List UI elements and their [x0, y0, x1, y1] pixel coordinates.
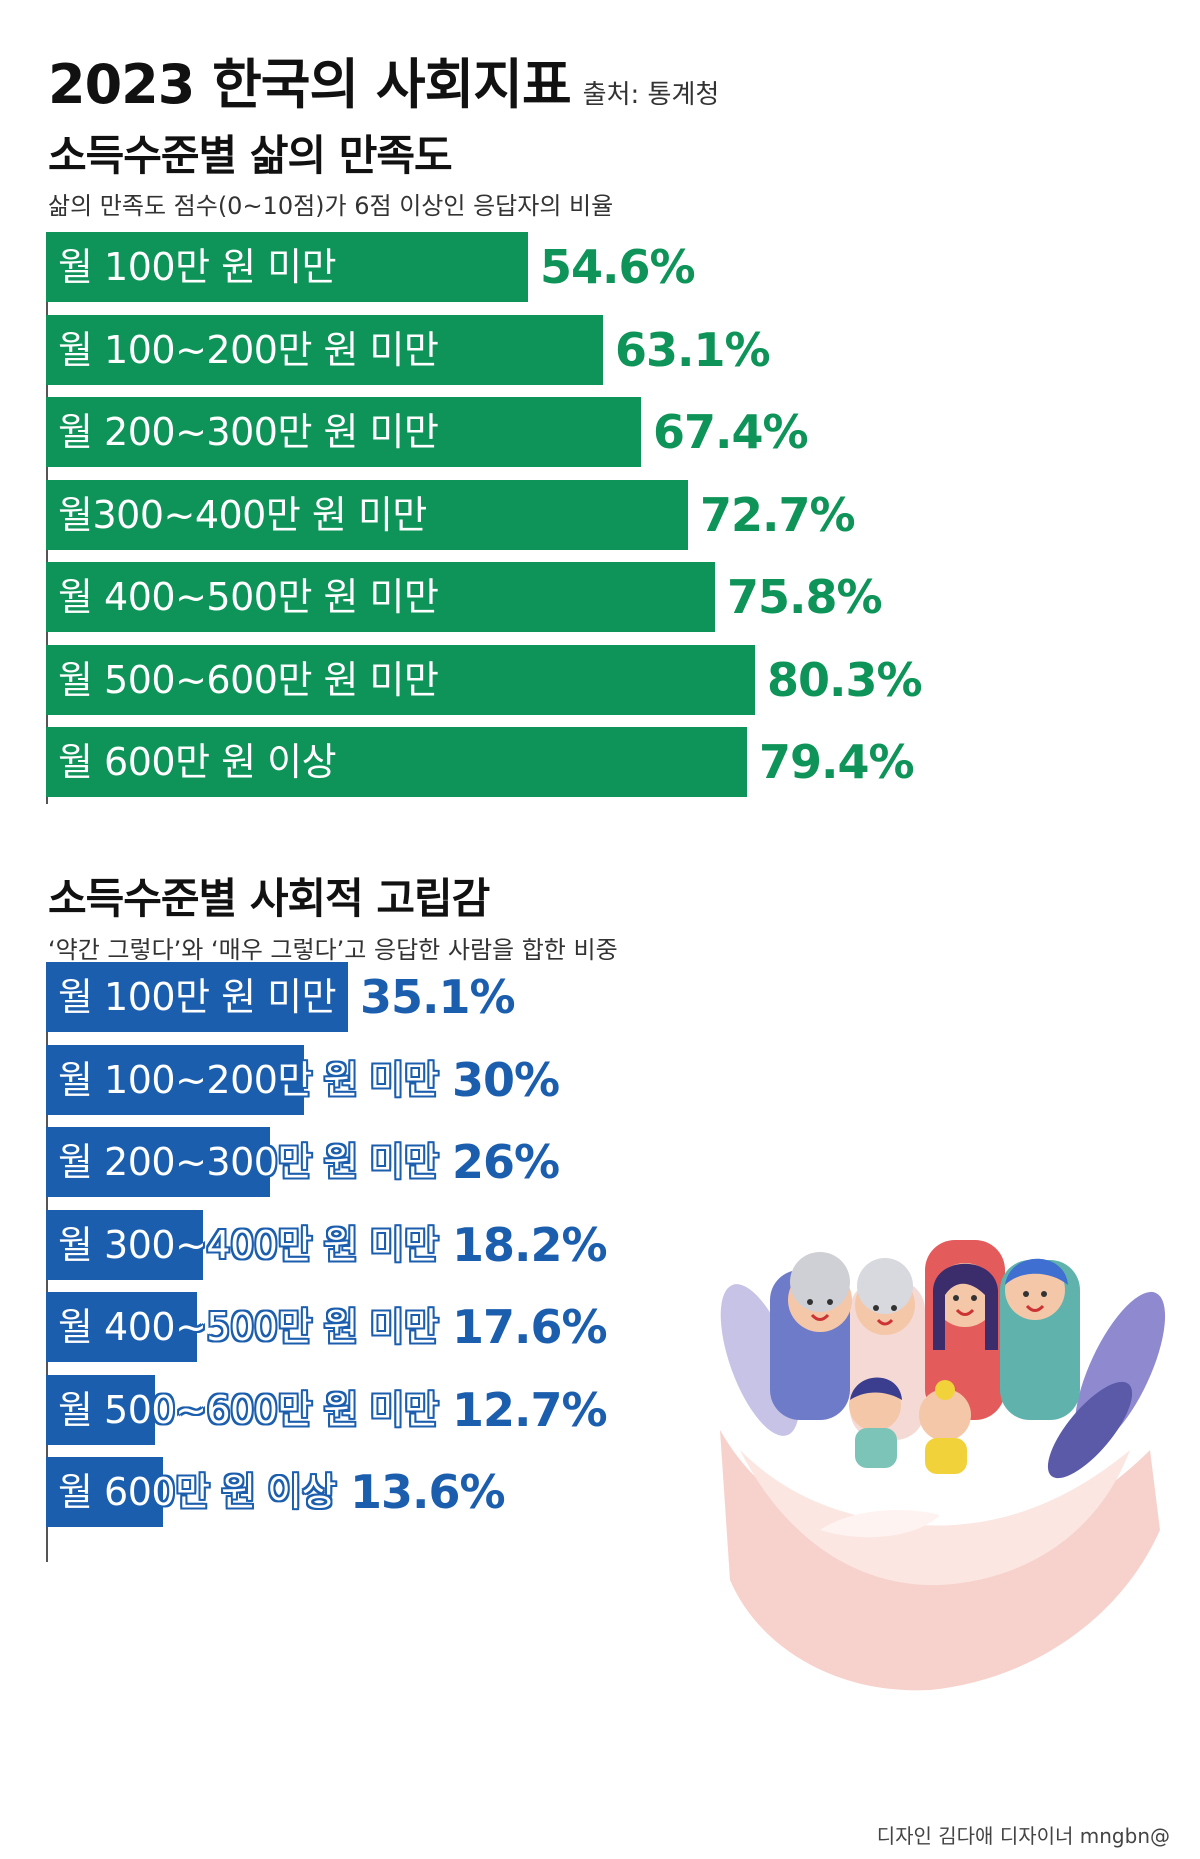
isolation-value-label: 18.2% — [452, 1217, 608, 1272]
isolation-category-label: 월 100~200만 원 미만 — [58, 1057, 439, 1102]
satisfaction-value-label: 75.8% — [727, 570, 883, 624]
satisfaction-category-label: 월 100만 원 미만 — [58, 245, 337, 289]
isolation-bar — [46, 962, 348, 1032]
isolation-bar — [46, 1457, 163, 1527]
isolation-value-label: 30% — [452, 1052, 560, 1107]
isolation-value-label: 26% — [452, 1135, 560, 1189]
satisfaction-bar — [46, 479, 688, 550]
satisfaction-category-label: 월 200~300만 원 미만 — [58, 410, 439, 454]
design-credit: 디자인 김다애 디자이너 mngbn@ — [876, 1824, 1170, 1848]
header: 2023 한국의 사회지표 출처: 통계청 — [48, 40, 719, 119]
isolation-category-label: 월 600만 원 이상 — [58, 1470, 337, 1514]
satisfaction-bar — [46, 562, 715, 632]
source-note: 출처: 통계청 — [582, 80, 720, 110]
satisfaction-value-label: 54.6% — [540, 240, 696, 294]
satisfaction-bar — [46, 727, 747, 797]
isolation-category-label: 월 400~500만 원 미만 — [58, 1305, 439, 1349]
isolation-bar — [46, 1127, 270, 1197]
satisfaction-bar — [46, 644, 755, 715]
satisfaction-chart: 월 100만 원 미만 54.6% 월 100~200만 원 미만 63.1% 월 20… — [46, 232, 1146, 804]
isolation-chart: 월 100만 원 미만 35.1% 월 100~200만 원 미만 30% 월 200~… — [46, 962, 746, 1562]
isolation-subtitle: ‘약간 그렇다’와 ‘매우 그렇다’고 응답한 사람을 합한 비중 — [48, 936, 618, 964]
satisfaction-category-label: 월 100~200만 원 미만 — [58, 327, 439, 372]
isolation-value-label: 13.6% — [350, 1465, 506, 1519]
satisfaction-category-label: 월 500~600만 원 미만 — [58, 657, 439, 702]
satisfaction-category-label: 월 400~500만 원 미만 — [58, 575, 439, 619]
satisfaction-value-label: 80.3% — [767, 652, 923, 707]
isolation-category-label: 월 100만 원 미만 — [58, 975, 337, 1019]
satisfaction-value-label: 79.4% — [759, 735, 915, 789]
satisfaction-value-label: 72.7% — [700, 487, 856, 542]
isolation-value-label: 35.1% — [360, 970, 516, 1024]
isolation-bar — [46, 1044, 304, 1115]
isolation-category-label: 월 200~300만 원 미만 — [58, 1140, 439, 1184]
satisfaction-subtitle: 삶의 만족도 점수(0~10점)가 6점 이상인 응답자의 비율 — [48, 192, 614, 220]
family-heart-hands-icon — [700, 1200, 1170, 1720]
satisfaction-category-label: 월300~400만 원 미만 — [58, 492, 427, 537]
satisfaction-value-label: 63.1% — [615, 322, 771, 377]
isolation-value-label: 17.6% — [452, 1300, 608, 1354]
isolation-bar — [46, 1374, 155, 1445]
isolation-category-label: 월 300~400만 원 미만 — [58, 1222, 439, 1267]
satisfaction-bar — [46, 232, 528, 302]
satisfaction-title: 소득수준별 삶의 만족도 — [48, 131, 453, 180]
isolation-bar — [46, 1292, 197, 1362]
isolation-bar — [46, 1209, 203, 1280]
satisfaction-bar — [46, 397, 641, 467]
satisfaction-bar — [46, 314, 603, 385]
isolation-title: 소득수준별 사회적 고립감 — [48, 874, 490, 923]
main-title: 2023 한국의 사회지표 — [48, 53, 572, 116]
satisfaction-value-label: 67.4% — [653, 405, 809, 459]
isolation-category-label: 월 500~600만 원 미만 — [58, 1387, 439, 1432]
satisfaction-category-label: 월 600만 원 이상 — [58, 740, 337, 784]
isolation-value-label: 12.7% — [452, 1382, 608, 1437]
